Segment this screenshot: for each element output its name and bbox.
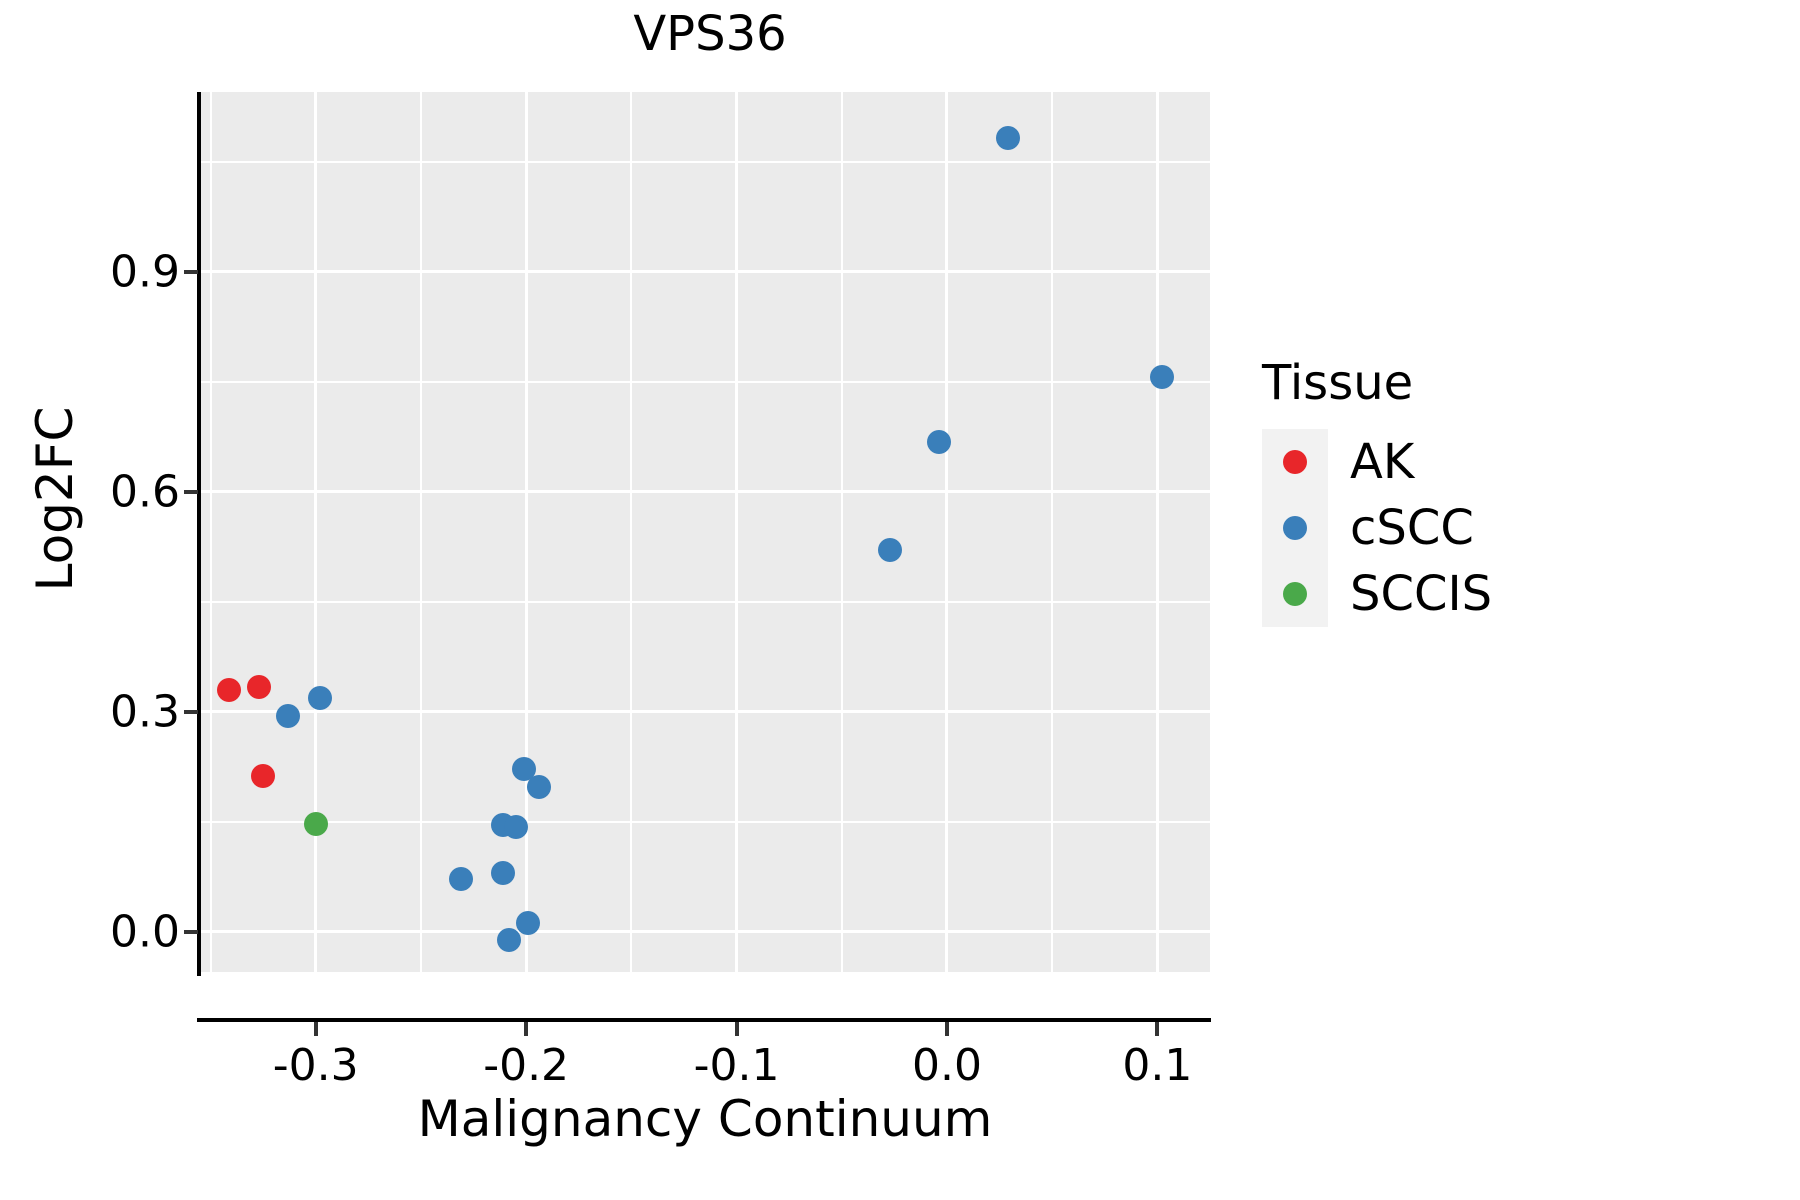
- y-axis-tick-label: 0.9: [110, 246, 180, 298]
- gridline-minor-vertical: [840, 92, 843, 972]
- data-point-cscc: [503, 814, 528, 839]
- x-axis-tick-label: -0.3: [272, 1040, 359, 1091]
- legend-items: AK cSCC SCCIS: [1262, 429, 1662, 627]
- page-title: VPS36: [633, 6, 787, 62]
- x-axis-tick-label: -0.1: [693, 1040, 780, 1091]
- data-point-cscc: [878, 538, 903, 563]
- gridline-minor-vertical: [419, 92, 422, 972]
- y-axis-tick: [184, 709, 198, 714]
- gridline-major-horizontal: [200, 490, 1210, 494]
- data-point-ak: [217, 678, 242, 703]
- x-axis-tick-label: 0.1: [1122, 1040, 1193, 1091]
- y-axis-title: Log2FC: [26, 406, 84, 592]
- data-point-cscc: [491, 861, 515, 885]
- data-point-cscc: [276, 704, 301, 729]
- legend-key: [1262, 561, 1328, 627]
- data-point-cscc: [448, 866, 473, 891]
- data-point-cscc: [996, 126, 1020, 151]
- data-point-ak: [246, 674, 271, 699]
- x-axis-tick: [734, 1022, 739, 1036]
- data-point-sccis: [303, 811, 328, 836]
- data-point-cscc: [1149, 364, 1174, 389]
- gridline-major-horizontal: [200, 930, 1210, 934]
- gridline-minor-horizontal: [200, 160, 1210, 163]
- data-point-cscc: [497, 928, 522, 953]
- legend-label: cSCC: [1350, 500, 1474, 556]
- y-axis-tick: [184, 489, 198, 494]
- y-axis-tick-label: 0.0: [110, 906, 180, 958]
- legend-key: [1262, 429, 1328, 495]
- gridline-major-vertical: [314, 92, 318, 972]
- y-axis-line: [197, 92, 201, 976]
- data-point-cscc: [526, 775, 551, 800]
- legend-dot-icon: [1283, 450, 1307, 474]
- x-axis-line: [197, 1018, 1211, 1022]
- legend-key: [1262, 495, 1328, 561]
- x-axis-tick: [944, 1022, 949, 1036]
- x-axis-title: Malignancy Continuum: [417, 1090, 993, 1148]
- y-axis-tick: [184, 269, 198, 274]
- plot-panel: [200, 92, 1210, 972]
- data-point-cscc: [516, 910, 541, 935]
- gridline-major-horizontal: [200, 710, 1210, 714]
- y-axis-tick-label: 0.3: [110, 686, 180, 738]
- legend-label: AK: [1350, 434, 1415, 490]
- x-axis-tick-label: -0.2: [483, 1040, 570, 1091]
- x-axis-tick-label: 0.0: [911, 1040, 982, 1091]
- gridline-major-horizontal: [200, 270, 1210, 274]
- legend-dot-icon: [1283, 582, 1307, 606]
- x-axis-tick: [524, 1022, 529, 1036]
- data-point-cscc: [926, 429, 951, 454]
- legend-label: SCCIS: [1350, 566, 1493, 622]
- data-point-ak: [251, 764, 276, 789]
- y-axis-tick-label: 0.6: [110, 466, 180, 518]
- gridline-major-vertical: [735, 92, 739, 972]
- gridline-minor-horizontal: [200, 600, 1210, 603]
- gridline-minor-vertical: [1051, 92, 1054, 972]
- gridline-major-vertical: [945, 92, 949, 972]
- legend: Tissue AK cSCC SCCIS: [1262, 355, 1662, 627]
- legend-dot-icon: [1283, 516, 1307, 540]
- legend-item-sccis[interactable]: SCCIS: [1262, 561, 1662, 627]
- x-axis-tick: [313, 1022, 318, 1036]
- gridline-minor-horizontal: [200, 820, 1210, 823]
- gridline-minor-vertical: [209, 92, 212, 972]
- legend-item-ak[interactable]: AK: [1262, 429, 1662, 495]
- gridline-minor-vertical: [630, 92, 633, 972]
- legend-title: Tissue: [1262, 355, 1414, 411]
- gridline-major-vertical: [1155, 92, 1159, 972]
- x-axis-tick: [1155, 1022, 1160, 1036]
- data-point-cscc: [307, 686, 332, 711]
- gridline-major-vertical: [524, 92, 528, 972]
- gridline-minor-horizontal: [200, 380, 1210, 383]
- y-axis-tick: [184, 929, 198, 934]
- legend-item-cscc[interactable]: cSCC: [1262, 495, 1662, 561]
